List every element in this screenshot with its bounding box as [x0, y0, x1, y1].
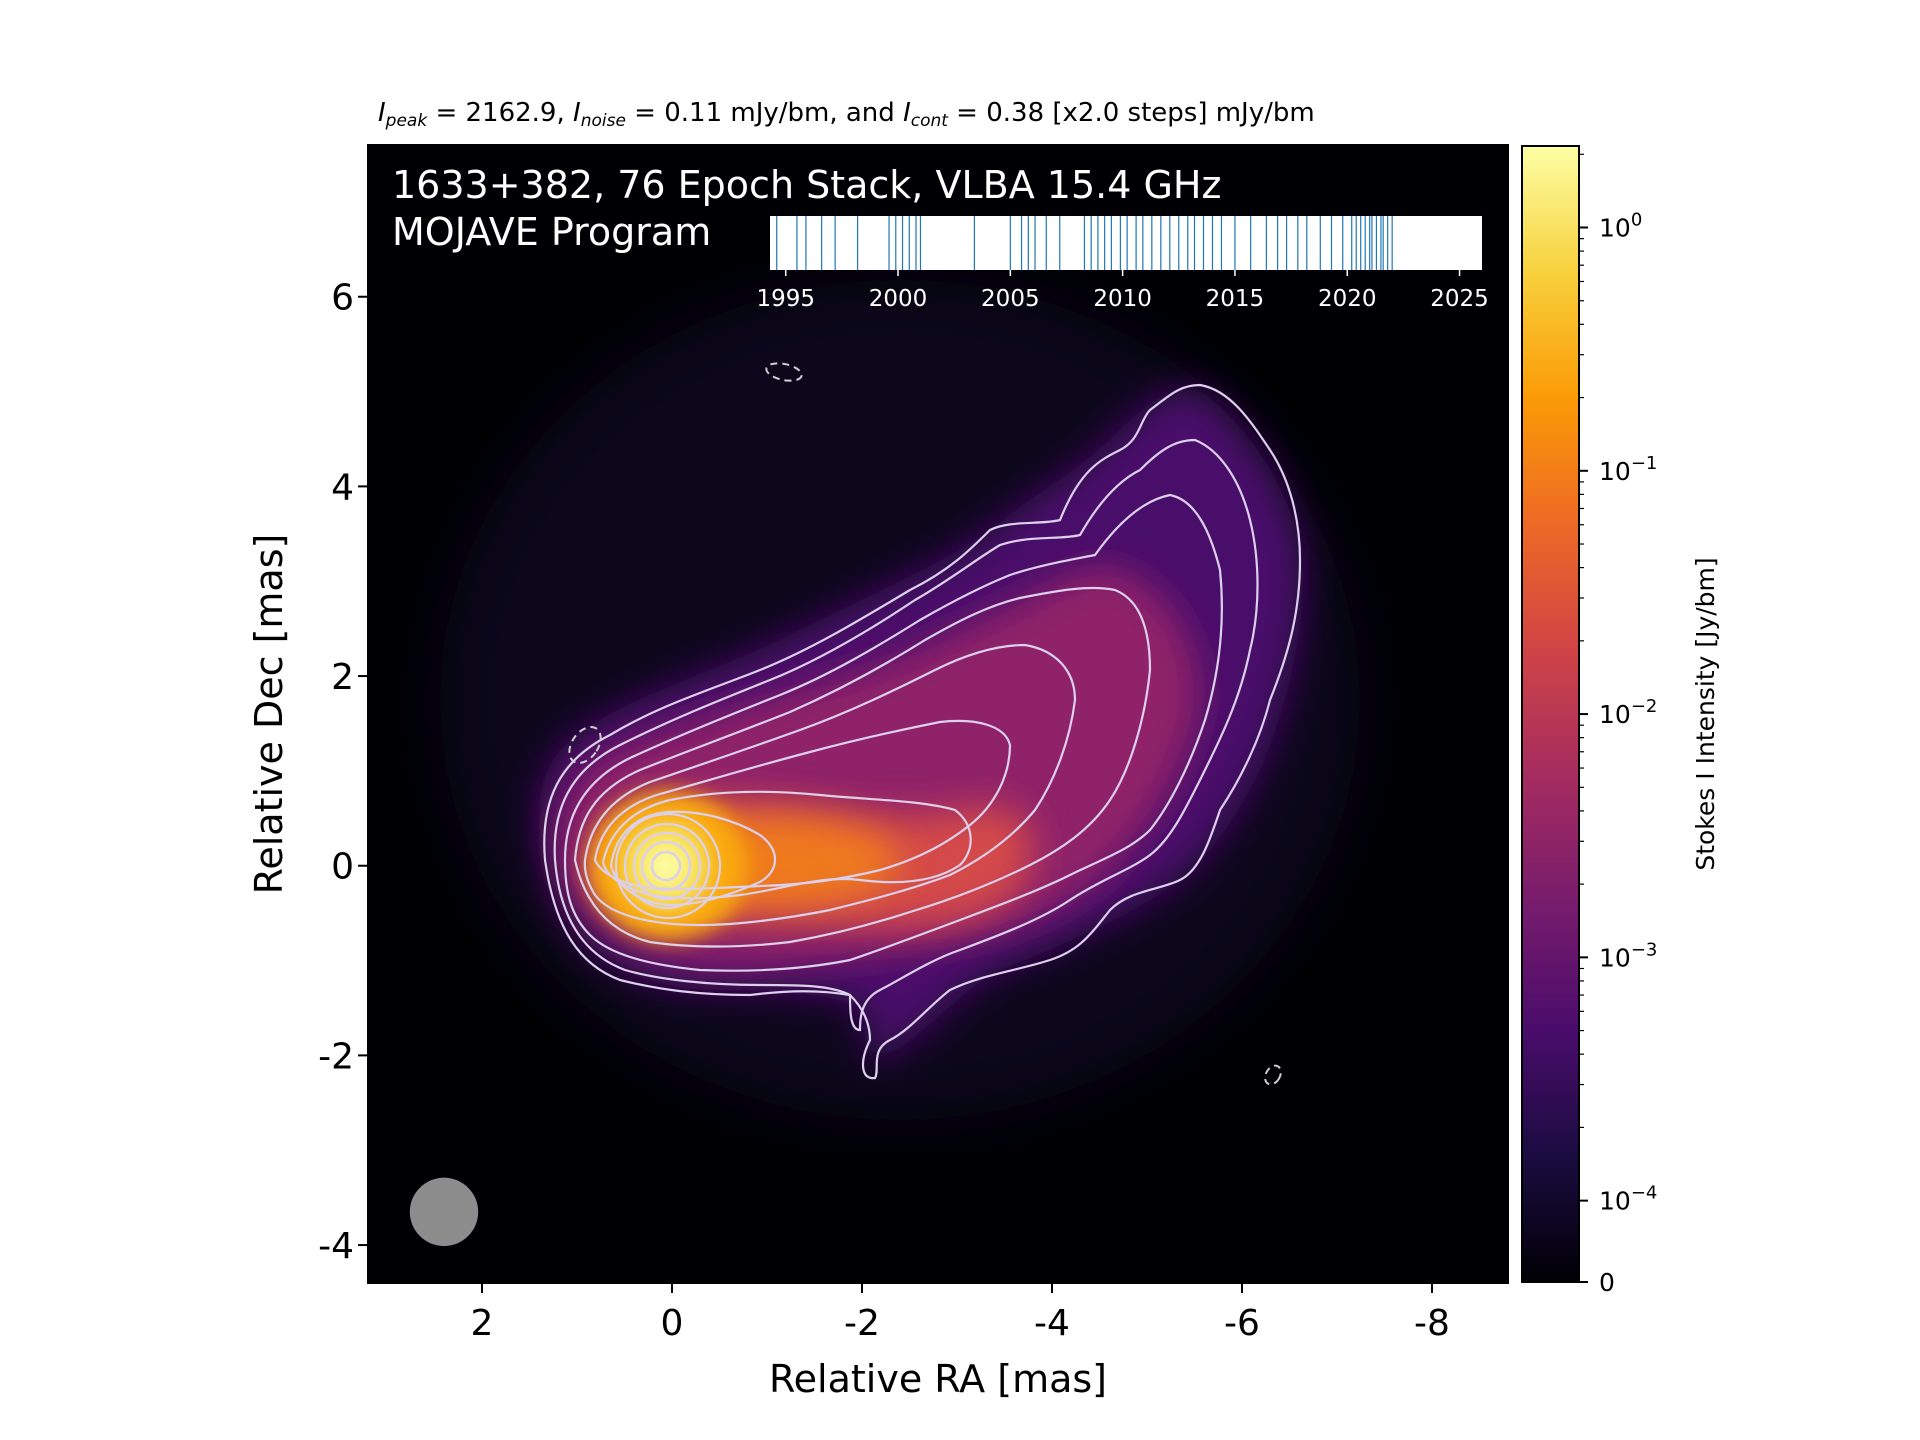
epoch-timeline: 1995 2000 2005 2010 2015 2020 2025: [756, 216, 1489, 312]
y-tick-label: -4: [318, 1226, 354, 1267]
y-axis: 6 4 2 0 -2 -4: [318, 278, 368, 1267]
negative-contours: [568, 362, 1282, 1086]
colorbar-ticks: 100 10−1 10−2 10−3 10−4 0: [1579, 153, 1657, 1297]
epoch-timeline-tick-label: 2010: [1093, 286, 1152, 312]
contour-level-6: [593, 719, 1012, 890]
contour-level-5: [583, 643, 1077, 927]
x-tick-label: -4: [1034, 1303, 1070, 1344]
contour-level-1: [543, 383, 1302, 1080]
y-tick-label: 4: [331, 467, 354, 508]
source-annotation-line2: MOJAVE Program: [392, 210, 711, 254]
y-tick-label: 0: [331, 847, 354, 888]
contour-level-4: [573, 586, 1152, 948]
negative-contour-south: [1264, 1064, 1282, 1086]
source-annotation-line1: 1633+382, 76 Epoch Stack, VLBA 15.4 GHz: [392, 163, 1221, 207]
x-tick-label: 0: [661, 1303, 684, 1344]
contour-level-7: [601, 790, 972, 900]
x-tick-label: 2: [471, 1303, 494, 1344]
epoch-timeline-tick-label: 2000: [869, 286, 928, 312]
colorbar-tick-label: 10−1: [1599, 453, 1657, 486]
epoch-timeline-tick-label: 2020: [1318, 286, 1377, 312]
beam-ellipse: [409, 1177, 479, 1247]
x-axis-label: Relative RA [mas]: [769, 1357, 1107, 1401]
colorbar-tick-label: 0: [1599, 1268, 1615, 1297]
image-plot: 1633+382, 76 Epoch Stack, VLBA 15.4 GHz …: [367, 144, 1509, 1284]
epoch-timeline-tick-label: 2015: [1206, 286, 1265, 312]
negative-contour-west: [568, 725, 602, 765]
colorbar: 100 10−1 10−2 10−3 10−4 0 Stokes I Intensity …: [1521, 145, 1720, 1297]
contour-level-11: [632, 831, 702, 901]
epoch-timeline-box: [770, 216, 1482, 270]
contour-level-9: [614, 812, 722, 920]
y-axis-label: Relative Dec [mas]: [247, 534, 291, 895]
colorbar-label: Stokes I Intensity [Jy/bm]: [1691, 557, 1720, 870]
epoch-lines: [776, 216, 1393, 270]
epoch-timeline-tick-label: 2025: [1430, 286, 1489, 312]
contour-level-12: [640, 840, 692, 892]
contour-level-13: [650, 850, 682, 882]
contour-level-10: [623, 822, 711, 910]
plot-frame: [367, 144, 1509, 1284]
emission-map: [440, 280, 1360, 1120]
y-tick-label: 2: [331, 657, 354, 698]
epoch-timeline-ticks: 1995 2000 2005 2010 2015 2020 2025: [756, 270, 1489, 312]
y-tick-label: 6: [331, 278, 354, 319]
colorbar-tick-label: 10−2: [1599, 696, 1657, 729]
x-tick-label: -8: [1414, 1303, 1450, 1344]
y-tick-label: -2: [318, 1036, 354, 1077]
colorbar-tick-label: 10−4: [1599, 1183, 1657, 1216]
contour-level-2: [553, 438, 1259, 1032]
negative-contour-north: [765, 362, 803, 382]
epoch-timeline-tick-label: 1995: [756, 286, 815, 312]
colorbar-tick-label: 100: [1599, 210, 1642, 243]
colorbar-tick-label: 10−3: [1599, 939, 1657, 972]
contour-lines: [543, 383, 1302, 1080]
contour-level-8: [609, 810, 776, 907]
chart-title: Ipeak = 2162.9, Inoise = 0.11 mJy/bm, an…: [378, 98, 1315, 131]
x-tick-label: -6: [1224, 1303, 1260, 1344]
x-axis: 2 0 -2 -4 -6 -8: [471, 1283, 1450, 1344]
x-tick-label: -2: [844, 1303, 880, 1344]
colorbar-gradient: [1522, 146, 1579, 1282]
contour-level-3: [563, 493, 1223, 972]
epoch-timeline-tick-label: 2005: [981, 286, 1040, 312]
